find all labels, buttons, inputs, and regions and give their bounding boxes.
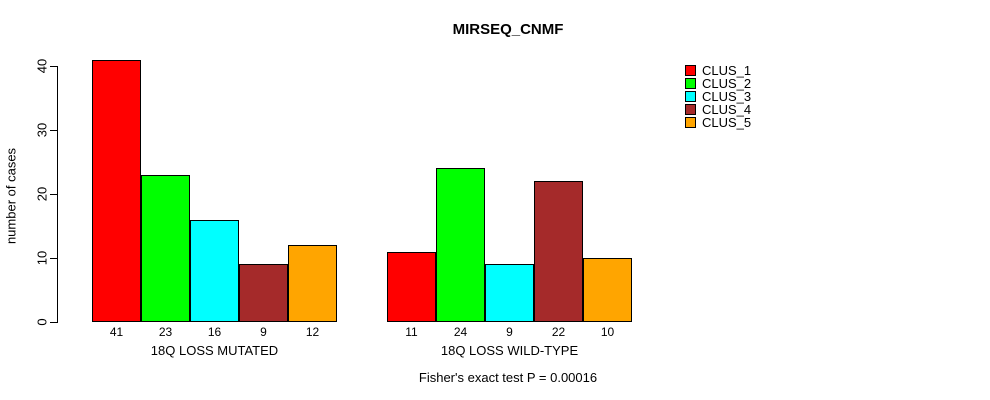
bar-clus_3 — [485, 264, 534, 322]
y-axis-tick — [50, 322, 57, 323]
y-axis-tick-label: 20 — [34, 186, 50, 202]
legend-label: CLUS_2 — [702, 76, 752, 91]
chart-title: MIRSEQ_CNMF — [452, 21, 564, 38]
bar-clus_5 — [583, 258, 632, 322]
legend-swatch — [685, 117, 696, 128]
bar-value-label: 12 — [305, 325, 320, 339]
bar-value-label: 9 — [260, 325, 267, 339]
legend-swatch — [685, 91, 696, 102]
group-label: 18Q LOSS WILD-TYPE — [440, 343, 579, 358]
bar-clus_2 — [141, 175, 190, 322]
bar-value-label: 41 — [109, 325, 124, 339]
bar-clus_3 — [190, 220, 239, 322]
bar-value-label: 10 — [600, 325, 615, 339]
bar-value-label: 22 — [551, 325, 566, 339]
legend-label: CLUS_1 — [702, 63, 752, 78]
y-axis-tick — [50, 194, 57, 195]
bar-clus_4 — [534, 181, 583, 322]
annotation-text: Fisher's exact test P = 0.00016 — [418, 370, 598, 385]
y-axis-label: number of cases — [3, 147, 19, 245]
y-axis-tick-label: 10 — [34, 250, 50, 266]
y-axis-tick-label: 0 — [34, 318, 50, 326]
legend-swatch — [685, 78, 696, 89]
bar-value-label: 16 — [207, 325, 222, 339]
group-label: 18Q LOSS MUTATED — [150, 343, 279, 358]
legend-label: CLUS_4 — [702, 102, 752, 117]
bar-clus_1 — [387, 252, 436, 322]
legend-swatch — [685, 65, 696, 76]
y-axis-tick — [50, 66, 57, 67]
legend-label: CLUS_5 — [702, 115, 752, 130]
y-axis-tick — [50, 258, 57, 259]
bar-clus_5 — [288, 245, 337, 322]
bar-clus_1 — [92, 60, 141, 322]
bar-value-label: 9 — [506, 325, 513, 339]
y-axis-line — [57, 66, 58, 323]
bar-value-label: 24 — [453, 325, 468, 339]
bar-clus_2 — [436, 168, 485, 322]
y-axis-tick-label: 30 — [34, 122, 50, 138]
legend-swatch — [685, 104, 696, 115]
bar-clus_4 — [239, 264, 288, 322]
bar-value-label: 23 — [158, 325, 173, 339]
y-axis-tick-label: 40 — [34, 58, 50, 74]
bar-value-label: 11 — [405, 325, 418, 339]
y-axis-tick — [50, 130, 57, 131]
legend-label: CLUS_3 — [702, 89, 752, 104]
